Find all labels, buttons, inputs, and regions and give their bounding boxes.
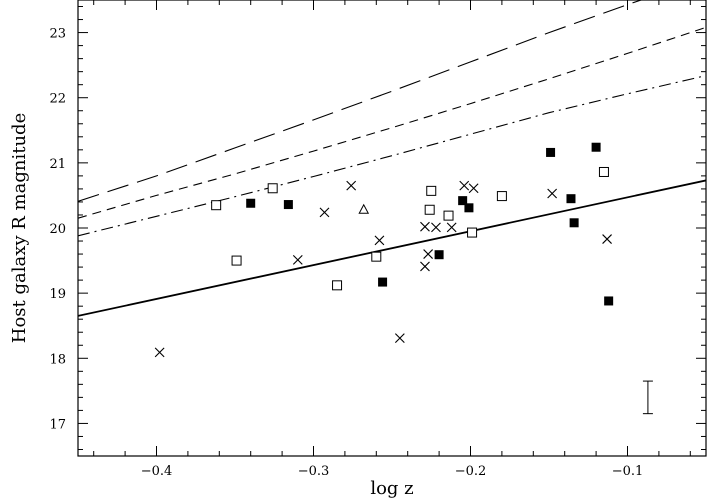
data-points: [154, 142, 614, 358]
x-tick-label: −0.3: [298, 464, 330, 479]
point-open-square: [332, 280, 343, 291]
y-tick-label: 20: [49, 222, 66, 237]
point-open-square: [231, 255, 242, 266]
y-tick-label: 19: [49, 287, 66, 302]
point-open-square: [467, 227, 478, 238]
point-open-square: [211, 200, 222, 211]
x-axis-title: log z: [370, 478, 413, 499]
y-tick-label: 22: [49, 92, 66, 107]
point-filled-square: [546, 147, 556, 157]
point-filled-square: [569, 218, 579, 228]
y-axis-title: Host galaxy R magnitude: [9, 113, 30, 343]
x-tick-label: −0.1: [612, 464, 644, 479]
point-filled-square: [566, 194, 576, 204]
cross-stroke: [420, 221, 430, 232]
cross-stroke: [319, 207, 330, 218]
cross-stroke: [446, 222, 457, 233]
point-cross: [346, 180, 357, 191]
point-filled-square: [604, 296, 614, 306]
cross-stroke: [468, 183, 479, 194]
point-cross: [446, 222, 457, 233]
x-tick-label: −0.2: [455, 464, 487, 479]
x-tick-labels: −0.4 −0.3 −0.2 −0.1: [141, 464, 644, 479]
y-tick-label: 17: [49, 417, 66, 432]
point-cross: [459, 180, 470, 191]
cross-stroke: [394, 333, 405, 343]
point-cross: [420, 221, 430, 232]
line-solid: [78, 179, 706, 317]
point-cross: [319, 207, 330, 218]
point-cross: [431, 222, 441, 233]
point-open-square: [598, 166, 609, 177]
cross-stroke: [346, 180, 357, 191]
point-filled-square: [591, 142, 601, 152]
point-cross: [374, 235, 385, 246]
point-open-square: [371, 251, 382, 262]
point-filled-square: [283, 200, 293, 210]
point-cross: [394, 333, 405, 343]
cross-stroke: [374, 235, 385, 246]
y-tick-labels: 17 18 19 20 21 22 23: [49, 27, 66, 433]
y-tick-label: 18: [49, 352, 66, 367]
axis-ticks: [78, 0, 706, 456]
point-open-square: [496, 191, 507, 202]
line-dash-dot: [78, 75, 706, 237]
y-tick-label: 23: [49, 27, 66, 42]
cross-stroke: [420, 261, 430, 272]
point-cross: [423, 249, 433, 259]
cross-stroke: [602, 234, 612, 244]
cross-stroke: [547, 188, 558, 199]
point-filled-square: [434, 250, 444, 260]
y-tick-label: 21: [49, 157, 66, 172]
cross-stroke: [423, 249, 433, 259]
point-open-square: [267, 183, 278, 194]
point-cross: [154, 347, 165, 358]
point-filled-square: [458, 196, 468, 206]
point-open-square: [426, 185, 437, 196]
point-cross: [602, 234, 612, 244]
point-filled-square: [464, 203, 474, 213]
point-cross: [468, 183, 479, 194]
line-long-dash: [78, 0, 643, 202]
x-tick-label: −0.4: [141, 464, 173, 479]
point-cross: [420, 261, 430, 272]
plot-frame: [77, 0, 707, 457]
point-filled-square: [246, 198, 256, 208]
cross-stroke: [154, 347, 165, 358]
point-cross: [547, 188, 558, 199]
point-open-triangle: [358, 203, 370, 214]
model-lines: [78, 0, 706, 317]
point-cross: [292, 255, 303, 265]
point-open-square: [443, 210, 454, 221]
line-short-dash: [78, 26, 706, 219]
error-bar: [642, 380, 653, 415]
cross-stroke: [431, 222, 441, 233]
point-filled-square: [378, 277, 388, 287]
cross-stroke: [292, 255, 303, 265]
cross-stroke: [459, 180, 470, 191]
point-open-square: [424, 204, 435, 215]
